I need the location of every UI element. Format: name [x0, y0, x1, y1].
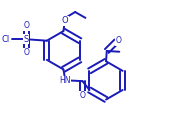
Text: O: O — [80, 91, 86, 100]
Text: Cl: Cl — [2, 35, 10, 44]
Text: S: S — [24, 35, 29, 44]
Text: O: O — [62, 16, 68, 25]
Text: O: O — [23, 21, 29, 30]
Text: O: O — [23, 48, 29, 57]
Text: O: O — [116, 36, 122, 45]
Text: HN: HN — [59, 76, 71, 85]
